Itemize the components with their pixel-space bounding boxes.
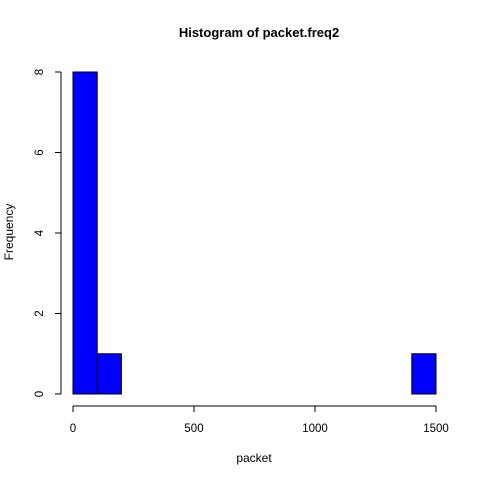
x-axis-label: packet bbox=[236, 451, 272, 465]
y-axis: 0 2 4 6 8 bbox=[34, 69, 62, 397]
y-tick-label: 4 bbox=[34, 229, 46, 236]
histogram-bar bbox=[96, 353, 122, 395]
x-tick-label: 1000 bbox=[302, 423, 328, 435]
x-tick-label: 1500 bbox=[423, 423, 449, 435]
y-tick-label: 8 bbox=[34, 69, 46, 75]
x-tick-label: 0 bbox=[70, 423, 76, 435]
y-tick-label: 0 bbox=[34, 391, 46, 397]
histogram-bar bbox=[411, 353, 437, 395]
y-axis-label: Frequency bbox=[2, 204, 16, 261]
bars-group bbox=[72, 71, 437, 395]
histogram-bar bbox=[72, 71, 98, 395]
x-tick-label: 500 bbox=[184, 423, 203, 435]
y-tick-label: 2 bbox=[34, 310, 46, 316]
y-tick-label: 6 bbox=[34, 149, 46, 155]
chart-title: Histogram of packet.freq2 bbox=[179, 25, 339, 40]
x-axis: 0 500 1000 1500 bbox=[70, 405, 449, 435]
